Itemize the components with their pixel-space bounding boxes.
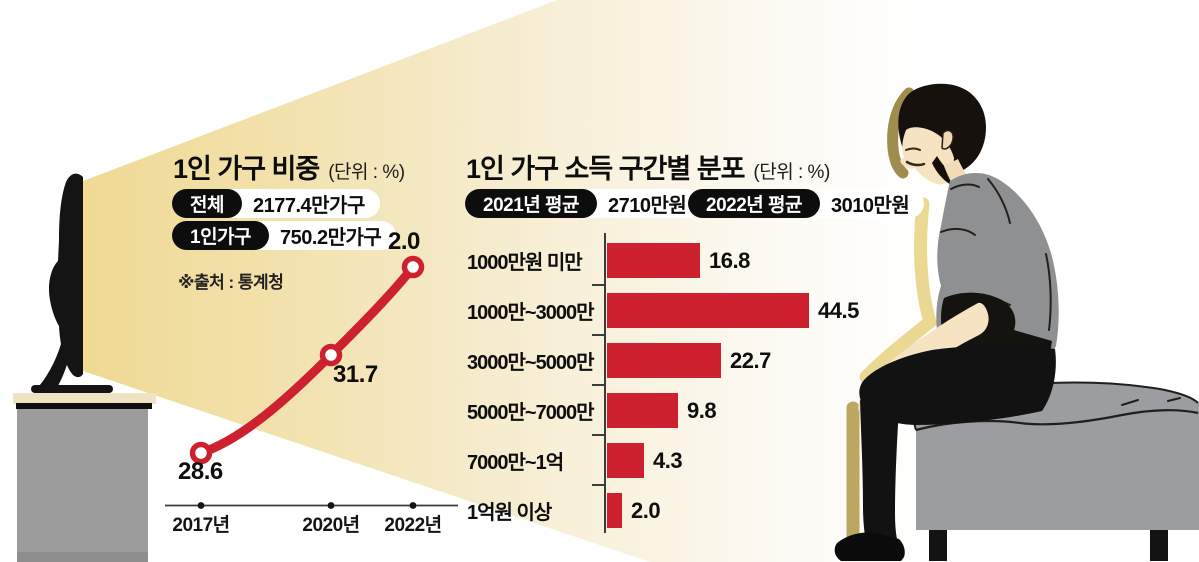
bar: [607, 243, 700, 278]
ottoman-tufts: [947, 397, 1181, 419]
tv-set: [31, 173, 113, 393]
avg-pill-2021: 2021년 평균 2710만원: [465, 189, 702, 218]
cabinet-body: [17, 409, 148, 562]
tv-panel: [48, 173, 83, 378]
left-chart-header: 1인 가구 비중 (단위 : %): [173, 147, 405, 186]
bar-row: 7000만~1억 4.3: [467, 443, 683, 478]
right-chart-unit-note: (단위 : %): [753, 162, 830, 183]
ear: [941, 129, 954, 150]
year-label-2020: 2020년: [302, 515, 360, 536]
left-chart-unit-note: (단위 : %): [328, 162, 405, 183]
pants-thigh: [859, 345, 1056, 425]
bar-value-label: 22.7: [730, 347, 771, 373]
ottoman-seam: [915, 409, 1199, 432]
hair: [898, 83, 986, 172]
shoe: [834, 532, 905, 561]
point-label-2017: 28.6: [178, 458, 223, 485]
bar-value-label: 44.5: [818, 297, 859, 323]
tv-foot: [31, 385, 113, 393]
bar-row: 5000만~7000만 9.8: [467, 393, 717, 428]
body-glow: [859, 197, 938, 384]
avg-pill-2021-label: 2021년 평균: [465, 189, 597, 218]
right-chart-header: 1인 가구 소득 구간별 분포 (단위 : %): [466, 147, 830, 186]
bar: [607, 443, 644, 478]
bar-row: 1000만원 미만 16.8: [467, 243, 750, 278]
axis-tick: [592, 334, 604, 336]
underarm-shadow: [941, 292, 1052, 354]
axis-tick: [592, 484, 604, 486]
year-label-2022: 2022년: [384, 515, 442, 536]
shirt-folds: [940, 178, 1052, 331]
person: [834, 83, 1059, 561]
avg-pill-2021-value: 2710만원: [608, 195, 687, 217]
frown-line: [905, 160, 926, 167]
axis-tick: [592, 384, 604, 386]
neck: [944, 159, 979, 199]
tv-stand: [36, 328, 71, 391]
pants-leg: [860, 400, 901, 553]
bar-row: 1000만~3000만 44.5: [467, 293, 859, 328]
category-label: 1000만~3000만: [467, 302, 594, 324]
category-label: 1억원 이상: [467, 502, 552, 524]
hair-glow: [887, 87, 915, 179]
point-label-2020: 31.7: [333, 361, 378, 388]
stat-pill-total-label: 전체: [172, 189, 242, 218]
ottoman: [912, 381, 1199, 561]
data-point-2022: [401, 255, 425, 279]
ottoman-leg-right: [1150, 530, 1168, 561]
fingers: [858, 381, 888, 416]
bar-row: 1억원 이상 2.0: [467, 493, 661, 528]
ottoman-outline: [922, 381, 1199, 404]
cabinet-top: [13, 393, 156, 404]
bar: [607, 393, 678, 428]
year-label-2017: 2017년: [172, 515, 230, 536]
axis-dot-2022: [409, 502, 417, 509]
ottoman-leg-left: [929, 530, 947, 561]
tv-cabinet: [13, 393, 156, 562]
axis-dot-2017: [197, 502, 205, 509]
stat-pill-single-label: 1인가구: [172, 221, 270, 250]
light-glow-rim: [846, 87, 938, 552]
arm: [865, 302, 989, 404]
stat-pill-single: 1인가구 750.2만가구: [172, 221, 397, 250]
bar-value-label: 16.8: [709, 247, 750, 273]
bar-value-label: 4.3: [653, 447, 683, 473]
source-note: ※출처 : 통계청: [178, 273, 284, 292]
bar: [607, 293, 809, 328]
jaw-shadow: [932, 156, 956, 185]
bar-value-label: 2.0: [631, 497, 661, 523]
category-label: 7000만~1억: [467, 452, 564, 474]
left-chart-title: 1인 가구 비중: [173, 154, 320, 184]
avg-pill-2022-value: 3010만원: [831, 195, 910, 217]
avg-pill-2022: 2022년 평균 3010만원: [688, 189, 925, 218]
ottoman-edge: [912, 396, 924, 431]
cabinet-shade: [17, 552, 148, 562]
axis-tick: [592, 284, 604, 286]
bar-value-label: 9.8: [687, 397, 717, 423]
axis-tick: [592, 434, 604, 436]
cabinet-shelf-line: [16, 403, 152, 409]
bar-row: 3000만~5000만 22.7: [467, 343, 771, 378]
point-label-2022: 2.0: [388, 228, 420, 255]
face: [900, 127, 954, 185]
right-chart-title: 1인 가구 소득 구간별 분포: [466, 154, 745, 184]
category-label: 5000만~7000만: [467, 402, 594, 424]
category-label: 1000만원 미만: [467, 252, 583, 274]
category-label: 3000만~5000만: [467, 352, 594, 374]
ottoman-body: [912, 382, 1199, 530]
axis-dot-2020: [327, 502, 335, 509]
stat-pill-single-value: 750.2만가구: [280, 227, 382, 249]
avg-pill-2022-label: 2022년 평균: [688, 189, 820, 218]
bar: [607, 343, 721, 378]
shirt: [936, 172, 1059, 353]
stat-pill-total-value: 2177.4만가구: [252, 195, 365, 217]
stat-pill-total: 전체 2177.4만가구: [172, 189, 380, 218]
trend-line: [196, 262, 418, 458]
brow-line: [905, 147, 921, 151]
bar-chart-axis: [604, 233, 606, 533]
bar: [607, 493, 622, 528]
